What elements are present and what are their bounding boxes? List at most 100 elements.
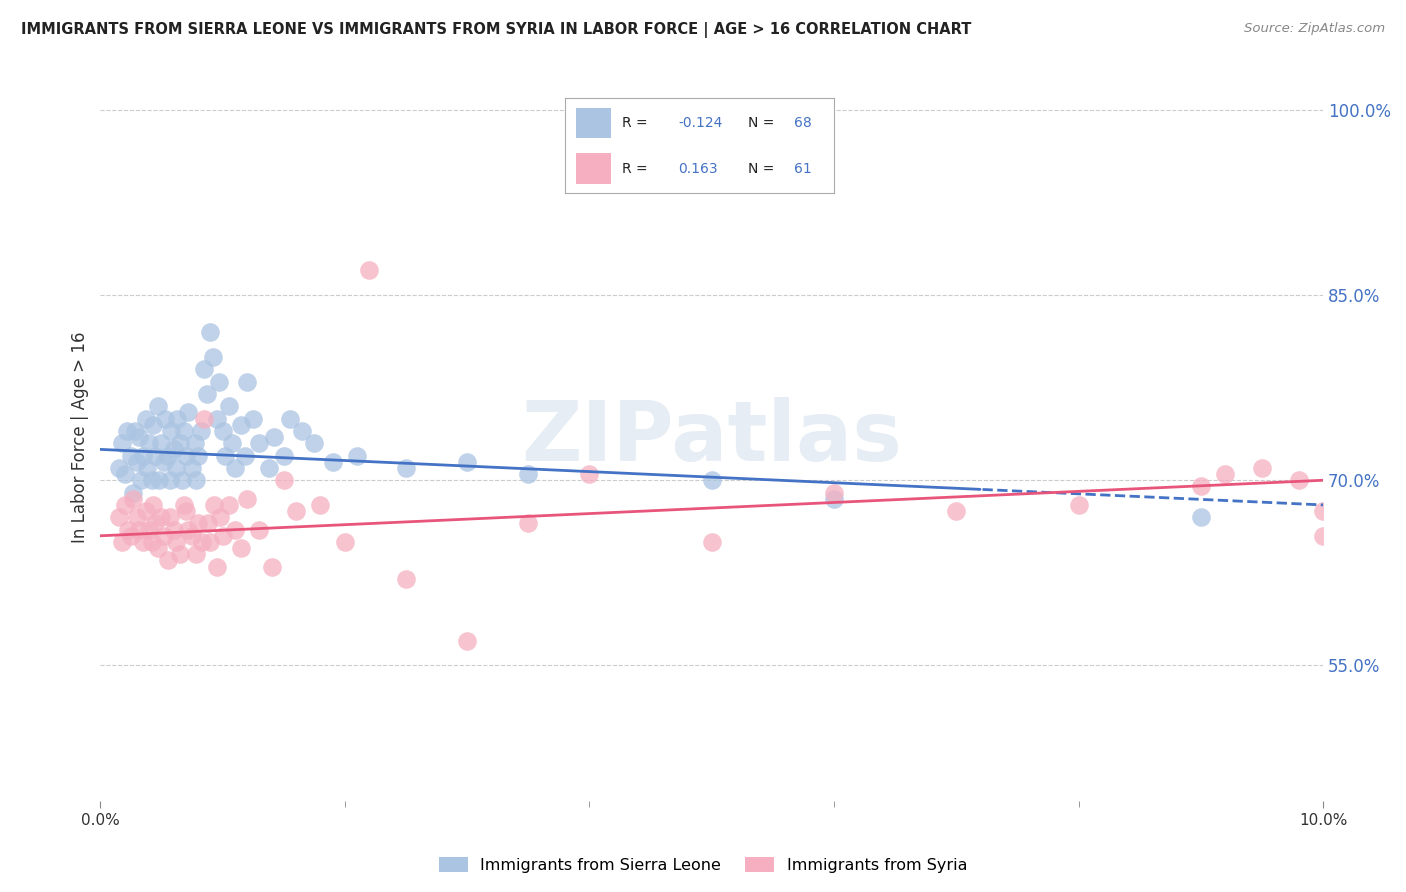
Point [1288, 473, 1310, 487]
Point [1189, 510, 1212, 524]
Point [190, 424, 212, 438]
Point [242, 411, 264, 425]
Point [191, 535, 214, 549]
Point [107, 461, 129, 475]
Point [173, 498, 195, 512]
Point [205, 411, 228, 425]
Point [160, 424, 183, 438]
Point [247, 523, 270, 537]
Point [107, 510, 129, 524]
Point [229, 417, 252, 432]
Legend: Immigrants from Sierra Leone, Immigrants from Syria: Immigrants from Sierra Leone, Immigrants… [433, 851, 973, 880]
Point [163, 523, 186, 537]
Point [183, 436, 205, 450]
Point [1251, 461, 1274, 475]
Point [187, 516, 209, 531]
Point [148, 473, 170, 487]
Point [135, 504, 157, 518]
Point [247, 436, 270, 450]
Point [260, 559, 283, 574]
Point [208, 375, 231, 389]
Point [173, 424, 195, 438]
Point [174, 504, 197, 518]
Point [456, 633, 478, 648]
Point [141, 473, 163, 487]
Point [823, 485, 845, 500]
Point [456, 455, 478, 469]
Point [135, 461, 157, 475]
Point [700, 535, 723, 549]
Point [1067, 498, 1090, 512]
Point [193, 362, 215, 376]
Point [142, 417, 165, 432]
Point [517, 467, 540, 481]
Point [273, 449, 295, 463]
Point [346, 449, 368, 463]
Point [153, 411, 176, 425]
Point [233, 449, 256, 463]
Point [138, 523, 160, 537]
Point [184, 473, 207, 487]
Point [177, 523, 200, 537]
Point [200, 325, 222, 339]
Point [159, 510, 181, 524]
Point [285, 504, 308, 518]
Point [111, 436, 134, 450]
Point [165, 461, 187, 475]
Point [395, 572, 418, 586]
Point [169, 436, 191, 450]
Point [125, 510, 148, 524]
Point [309, 498, 332, 512]
Point [159, 473, 181, 487]
Point [209, 510, 232, 524]
Point [201, 350, 224, 364]
Point [117, 523, 139, 537]
Point [333, 535, 356, 549]
Point [257, 461, 280, 475]
Point [218, 498, 240, 512]
Point [117, 424, 139, 438]
Point [263, 430, 285, 444]
Point [135, 411, 157, 425]
Point [202, 498, 225, 512]
Point [145, 449, 167, 463]
Point [141, 535, 163, 549]
Point [181, 529, 204, 543]
Point [291, 424, 314, 438]
Point [138, 436, 160, 450]
Point [174, 449, 197, 463]
Point [120, 449, 142, 463]
Point [945, 504, 967, 518]
Point [124, 424, 146, 438]
Text: Source: ZipAtlas.com: Source: ZipAtlas.com [1244, 22, 1385, 36]
Y-axis label: In Labor Force | Age > 16: In Labor Force | Age > 16 [72, 331, 89, 543]
Point [142, 498, 165, 512]
Point [193, 411, 215, 425]
Point [156, 553, 179, 567]
Point [224, 523, 246, 537]
Point [236, 375, 259, 389]
Point [165, 535, 187, 549]
Point [122, 491, 145, 506]
Point [132, 449, 155, 463]
Point [517, 516, 540, 531]
Point [578, 467, 600, 481]
Point [184, 547, 207, 561]
Point [153, 529, 176, 543]
Point [156, 449, 179, 463]
Point [129, 473, 152, 487]
Point [177, 405, 200, 419]
Point [150, 436, 173, 450]
Point [229, 541, 252, 555]
Point [197, 516, 219, 531]
Point [322, 455, 344, 469]
Point [128, 430, 150, 444]
Point [181, 461, 204, 475]
Point [169, 547, 191, 561]
Point [200, 535, 222, 549]
Point [125, 455, 148, 469]
Point [1312, 504, 1334, 518]
Point [114, 498, 136, 512]
Point [359, 263, 381, 277]
Point [278, 411, 301, 425]
